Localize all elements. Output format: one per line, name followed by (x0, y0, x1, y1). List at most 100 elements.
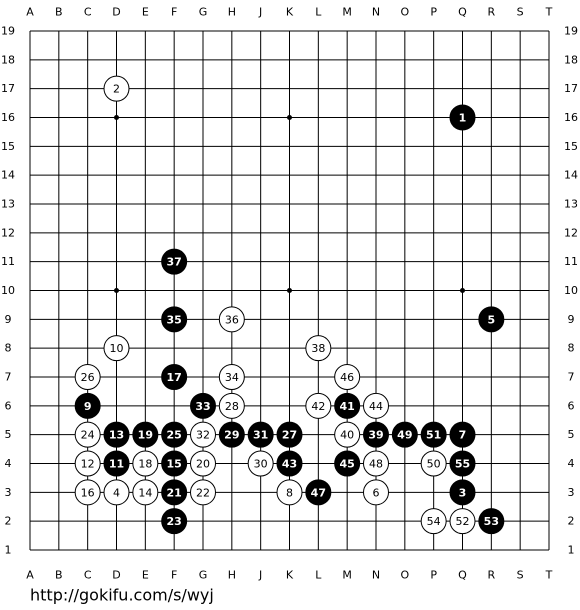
move-number: 1 (459, 112, 467, 125)
move-number: 15 (167, 458, 182, 471)
stone (363, 479, 389, 506)
row-label: 14 (1, 169, 15, 182)
stone (132, 479, 159, 506)
row-label: 15 (1, 140, 15, 153)
stone (334, 450, 361, 477)
move-number: 47 (311, 486, 326, 499)
column-label: L (315, 6, 322, 19)
move-number: 19 (138, 429, 153, 442)
move-number: 45 (340, 458, 355, 471)
row-label: 17 (564, 82, 578, 95)
stone (74, 364, 101, 390)
column-label: R (488, 6, 496, 19)
move-number: 27 (282, 429, 297, 442)
row-label: 6 (5, 399, 12, 412)
row-label: 8 (568, 342, 575, 355)
move-number: 39 (368, 429, 383, 442)
column-label: J (258, 6, 262, 19)
move-number: 16 (81, 486, 95, 499)
column-label: Q (458, 569, 467, 582)
stone (305, 479, 332, 506)
stone (190, 479, 216, 506)
column-label: E (142, 6, 149, 19)
stone (449, 479, 476, 506)
stone (218, 392, 245, 419)
column-label: B (55, 6, 63, 19)
move-number: 42 (311, 400, 325, 413)
stone (103, 450, 130, 477)
column-label: K (286, 6, 294, 19)
move-number: 46 (340, 371, 354, 384)
stone (161, 479, 188, 506)
stone (190, 421, 216, 448)
row-label: 17 (1, 82, 15, 95)
move-number: 12 (81, 458, 95, 471)
stone (449, 508, 476, 535)
row-label: 3 (5, 486, 12, 499)
row-label: 16 (1, 111, 15, 124)
move-number: 28 (225, 400, 239, 413)
column-label: M (342, 569, 352, 582)
move-number: 11 (109, 458, 124, 471)
row-label: 4 (5, 457, 12, 470)
column-label: N (372, 6, 380, 19)
stone (449, 104, 476, 131)
move-number: 18 (138, 458, 152, 471)
column-label: C (84, 569, 92, 582)
stone (478, 508, 505, 535)
column-label: G (199, 6, 208, 19)
stone (247, 421, 274, 448)
stone (363, 450, 389, 477)
row-label: 13 (564, 198, 578, 211)
stone (363, 421, 389, 448)
row-label: 7 (568, 371, 575, 384)
column-label: E (142, 569, 149, 582)
stone (276, 421, 303, 448)
star-point (114, 288, 119, 293)
column-label: A (26, 6, 34, 19)
stone (276, 450, 303, 477)
row-label: 6 (568, 399, 575, 412)
move-number: 17 (167, 371, 182, 384)
stone (161, 450, 188, 477)
stone (334, 421, 361, 448)
stone (103, 75, 130, 102)
column-label: O (400, 6, 409, 19)
move-number: 35 (167, 313, 182, 326)
stone (449, 421, 476, 448)
move-number: 5 (488, 313, 496, 326)
row-label: 15 (564, 140, 578, 153)
move-number: 44 (369, 400, 383, 413)
stone (305, 392, 332, 419)
move-number: 32 (196, 429, 210, 442)
column-label: M (342, 6, 352, 19)
move-number: 36 (225, 313, 239, 326)
column-label: P (430, 6, 437, 19)
column-label: N (372, 569, 380, 582)
move-number: 13 (109, 429, 124, 442)
stone (74, 450, 101, 477)
stone (218, 421, 245, 448)
column-label: C (84, 6, 92, 19)
column-label: F (171, 569, 177, 582)
column-label: K (286, 569, 294, 582)
row-label: 10 (1, 284, 15, 297)
row-label: 9 (568, 313, 575, 326)
column-label: A (26, 569, 34, 582)
move-number: 30 (254, 458, 268, 471)
move-number: 22 (196, 486, 210, 499)
row-label: 8 (5, 342, 12, 355)
stone (161, 364, 188, 390)
column-label: P (430, 569, 437, 582)
row-label: 10 (564, 284, 578, 297)
row-label: 2 (5, 515, 12, 528)
row-label: 4 (568, 457, 575, 470)
stone (276, 479, 303, 506)
move-number: 3 (459, 486, 467, 499)
stone (103, 421, 130, 448)
move-number: 52 (456, 515, 470, 528)
move-number: 2 (113, 83, 120, 96)
move-number: 4 (113, 486, 120, 499)
move-number: 14 (138, 486, 152, 499)
stone (391, 421, 418, 448)
